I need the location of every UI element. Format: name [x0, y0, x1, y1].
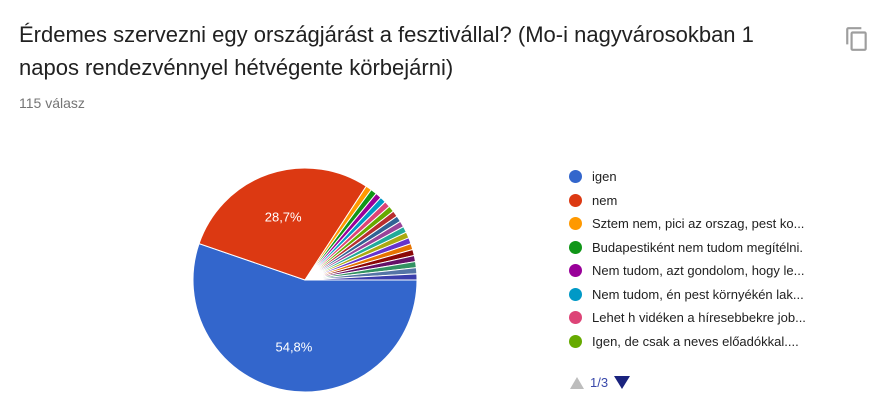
legend-label: nem: [592, 192, 618, 208]
legend-label: Sztem nem, pici az orszag, pest ko...: [592, 216, 805, 232]
legend-swatch: [569, 287, 582, 301]
pie-slice-0[interactable]: [192, 242, 418, 393]
legend-label: igen: [592, 169, 617, 185]
legend-item[interactable]: Lehet h vidéken a híresebbekre job...: [569, 306, 840, 330]
legend-swatch: [569, 264, 582, 278]
copy-icon[interactable]: [844, 26, 870, 52]
legend-item[interactable]: Budapestiként nem tudom megítélni.: [569, 236, 840, 260]
legend-swatch: [569, 217, 582, 231]
pie-slice-label-0: 54,8%: [275, 339, 312, 354]
legend-label: Igen, de csak a neves előadókkal....: [592, 333, 799, 349]
pager-label: 1/3: [590, 375, 609, 390]
legend-label: Lehet h vidéken a híresebbekre job...: [592, 310, 806, 326]
legend-pager: 1/3: [570, 375, 631, 390]
legend-label: Nem tudom, én pest környékén lak...: [592, 286, 804, 302]
legend-item[interactable]: nem: [569, 189, 840, 213]
triangle-down-icon[interactable]: [614, 376, 631, 389]
question-title: Érdemes szervezni egy országjárást a fes…: [19, 22, 754, 80]
pie-slice-1[interactable]: [198, 167, 367, 281]
response-count: 115 válasz: [19, 95, 85, 111]
legend-item[interactable]: Nem tudom, én pest környékén lak...: [569, 283, 840, 307]
legend-item[interactable]: igen: [569, 165, 840, 189]
legend-swatch: [569, 334, 582, 348]
chart-legend: igen nem Sztem nem, pici az orszag, pest k…: [569, 165, 840, 353]
legend-item[interactable]: Igen, de csak a neves előadókkal....: [569, 330, 840, 354]
legend-swatch: [569, 311, 582, 325]
pie-slice-label-1: 28,7%: [265, 209, 302, 224]
legend-label: Budapestiként nem tudom megítélni.: [592, 239, 804, 255]
legend-label: Nem tudom, azt gondolom, hogy le...: [592, 263, 805, 279]
legend-swatch: [569, 170, 582, 184]
legend-swatch: [569, 193, 582, 207]
pie-slice-19[interactable]: [304, 273, 418, 281]
legend-item[interactable]: Nem tudom, azt gondolom, hogy le...: [569, 259, 840, 283]
legend-swatch: [569, 240, 582, 254]
triangle-up-icon[interactable]: [570, 376, 584, 389]
legend-item[interactable]: Sztem nem, pici az orszag, pest ko...: [569, 212, 840, 236]
